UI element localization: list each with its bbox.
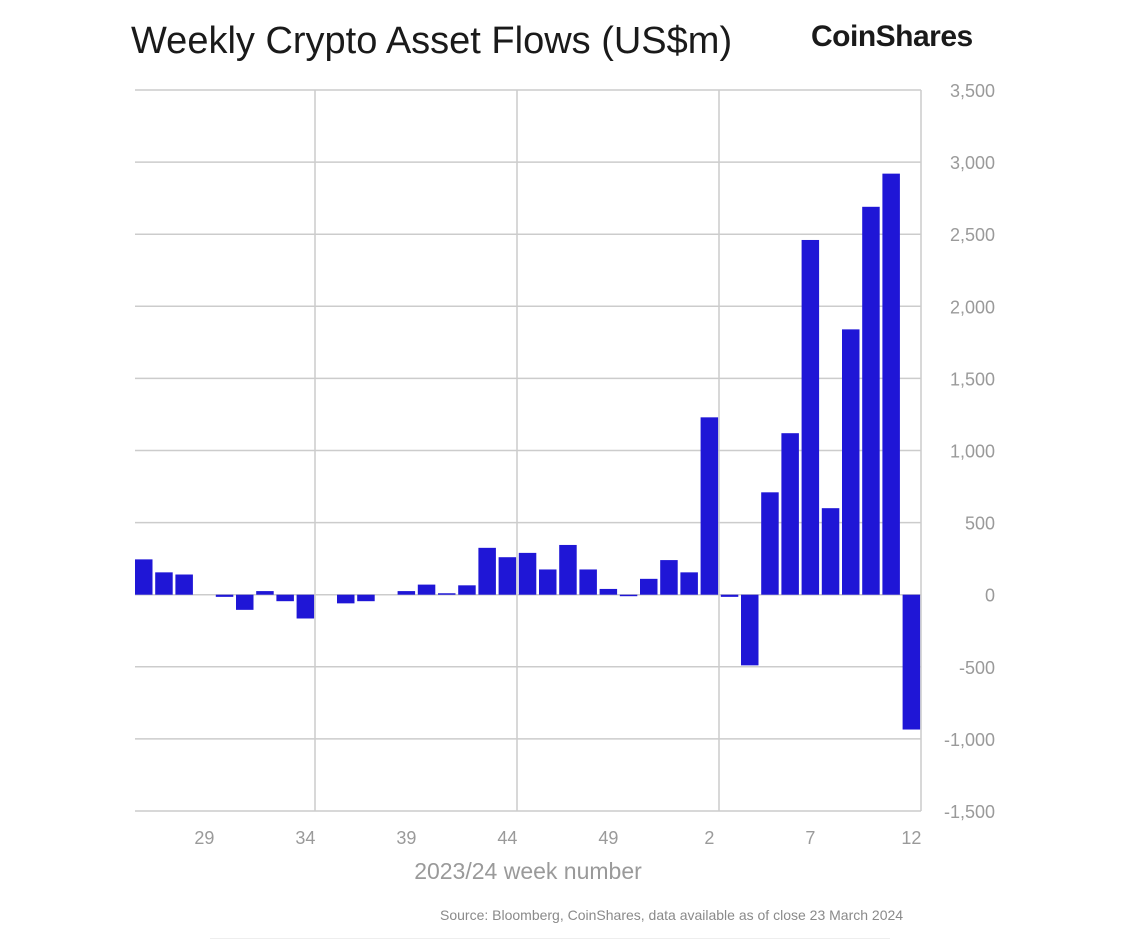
bar-week-32 bbox=[256, 591, 274, 595]
bar-week-42 bbox=[458, 585, 476, 595]
y-tick-label: -500 bbox=[959, 658, 995, 678]
y-tick-label: -1,000 bbox=[944, 730, 995, 750]
y-axis-ticks: 3,500 3,000 2,500 2,000 1,500 1,000 500 0 -500 -1… bbox=[944, 81, 995, 822]
x-tick-label: 12 bbox=[901, 828, 921, 848]
bar-week-50 bbox=[619, 594, 638, 597]
bar-week-40 bbox=[417, 584, 436, 595]
x-tick-label: 7 bbox=[805, 828, 815, 848]
y-tick-label: 3,000 bbox=[950, 153, 995, 173]
y-tick-label: -1,500 bbox=[944, 802, 995, 822]
x-axis-ticks: 29 34 39 44 49 2 7 12 bbox=[194, 828, 921, 848]
bar-week-28 bbox=[175, 574, 193, 595]
x-tick-label: 39 bbox=[396, 828, 416, 848]
bar-week-10 bbox=[862, 206, 880, 595]
bar-week-4 bbox=[741, 594, 759, 666]
bar-week-30 bbox=[215, 594, 234, 597]
y-tick-label: 0 bbox=[985, 586, 995, 606]
bar-week-51 bbox=[640, 578, 658, 595]
bar-week-47 bbox=[559, 544, 577, 595]
bar-week-5 bbox=[761, 492, 779, 595]
bar-week-44 bbox=[498, 557, 517, 595]
bar-week-11 bbox=[882, 173, 900, 595]
bar-week-26 bbox=[135, 559, 153, 595]
x-tick-label: 34 bbox=[295, 828, 315, 848]
y-tick-label: 500 bbox=[965, 514, 995, 534]
bar-week-34 bbox=[296, 594, 315, 619]
bar-series bbox=[135, 173, 921, 730]
x-axis-label: 2023/24 week number bbox=[414, 858, 642, 884]
y-tick-label: 3,500 bbox=[950, 81, 995, 101]
bar-week-33 bbox=[276, 594, 294, 602]
x-tick-label: 2 bbox=[704, 828, 714, 848]
bar-week-45 bbox=[518, 552, 537, 595]
source-note: Source: Bloomberg, CoinShares, data avai… bbox=[440, 907, 904, 923]
bar-week-48 bbox=[579, 569, 597, 595]
bar-week-52 bbox=[660, 560, 678, 595]
bar-week-8 bbox=[821, 508, 840, 595]
chart-title: Weekly Crypto Asset Flows (US$m) bbox=[131, 20, 733, 62]
bar-week-9 bbox=[842, 329, 860, 595]
bar-week-27 bbox=[155, 572, 173, 595]
x-tick-label: 29 bbox=[194, 828, 214, 848]
bar-week-31 bbox=[236, 594, 254, 610]
footer-divider bbox=[210, 938, 890, 939]
bar-week-46 bbox=[539, 569, 557, 595]
bar-week-37 bbox=[357, 594, 375, 602]
y-tick-label: 2,000 bbox=[950, 297, 995, 317]
bar-week-49 bbox=[599, 588, 618, 595]
y-tick-label: 2,500 bbox=[950, 225, 995, 245]
bar-week-3 bbox=[720, 594, 739, 597]
x-tick-label: 49 bbox=[598, 828, 618, 848]
y-tick-label: 1,000 bbox=[950, 442, 995, 462]
bar-week-12 bbox=[902, 594, 921, 730]
bar-week-36 bbox=[337, 594, 355, 604]
brand-logo: CoinShares bbox=[811, 20, 973, 53]
bar-week-43 bbox=[478, 547, 496, 595]
bar-week-7 bbox=[801, 239, 820, 595]
x-tick-label: 44 bbox=[497, 828, 517, 848]
bar-week-39 bbox=[397, 591, 416, 595]
bar-week-1 bbox=[680, 572, 698, 595]
bar-week-6 bbox=[781, 433, 799, 595]
bar-week-41 bbox=[438, 593, 456, 595]
y-tick-label: 1,500 bbox=[950, 369, 995, 389]
bar-week-2 bbox=[700, 417, 719, 595]
